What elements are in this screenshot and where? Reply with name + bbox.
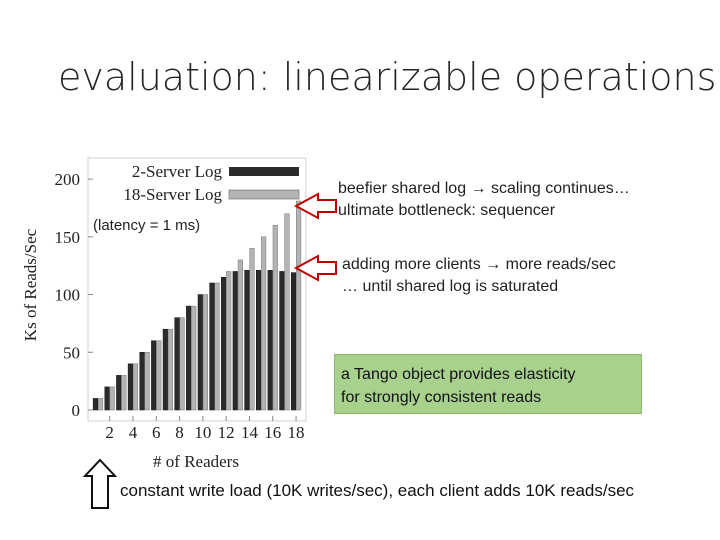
- bar-2server-log: [279, 271, 285, 411]
- y-tick-label: 0: [72, 401, 81, 420]
- bar-2server-log: [197, 294, 203, 411]
- bar-2server-log: [244, 270, 250, 411]
- x-tick-label: 2: [105, 423, 114, 442]
- red-arrow-lower: [293, 254, 337, 282]
- bar-18server-log: [272, 225, 278, 411]
- bar-2server-log: [267, 270, 273, 411]
- x-axis-ticks: 2 4 6 8 10 12 14 16 18: [105, 416, 305, 442]
- x-tick-label: 12: [218, 423, 235, 442]
- callout-more-clients: adding more clients → more reads/sec … u…: [342, 254, 616, 298]
- callout-more-clients-line1: adding more clients → more reads/sec: [342, 256, 616, 273]
- bar-18server-log: [191, 305, 197, 411]
- bar-2server-log: [209, 282, 215, 411]
- bar-18server-log: [179, 317, 185, 411]
- bar-2server-log: [116, 375, 122, 411]
- x-tick-label: 4: [129, 423, 138, 442]
- bar-2server-log: [162, 328, 168, 411]
- bar-2server-log: [127, 363, 133, 411]
- bar-2server-log: [151, 340, 157, 411]
- x-tick-label: 10: [194, 423, 211, 442]
- bar-18server-log: [202, 294, 208, 411]
- bar-18server-log: [109, 386, 115, 411]
- callout-shared-log-line1: beefier shared log → scaling continues…: [338, 180, 630, 197]
- bar-18server-log: [284, 213, 290, 411]
- page-title: evaluation: linearizable operations: [58, 55, 717, 99]
- bars-group: [92, 200, 302, 411]
- x-tick-label: 16: [264, 423, 281, 442]
- bar-18server-log: [261, 236, 267, 411]
- bar-18server-log: [249, 248, 255, 411]
- bar-18server-log: [144, 352, 150, 411]
- latency-annotation: (latency = 1 ms): [93, 217, 200, 234]
- elasticity-note-line2: for strongly consistent reads: [341, 389, 542, 406]
- x-tick-label: 6: [152, 423, 161, 442]
- bar-18server-log: [167, 328, 173, 411]
- callout-shared-log: beefier shared log → scaling continues… …: [338, 178, 630, 222]
- bar-18server-log: [237, 259, 243, 411]
- callout-more-clients-line2: … until shared log is saturated: [342, 278, 559, 295]
- bar-18server-log: [296, 200, 302, 411]
- y-tick-label: 150: [55, 228, 81, 247]
- write-load-note: constant write load (10K writes/sec), ea…: [120, 481, 635, 500]
- bar-18server-log: [214, 282, 220, 411]
- bar-18server-log: [132, 363, 139, 411]
- bar-2server-log: [92, 398, 99, 411]
- bar-18server-log: [226, 271, 232, 411]
- bar-2server-log: [186, 305, 192, 411]
- x-axis-label: # of Readers: [153, 452, 239, 471]
- red-arrow-upper: [293, 192, 337, 220]
- bar-2server-log: [221, 276, 227, 411]
- elasticity-note-box: a Tango object provides elasticity for s…: [334, 354, 642, 414]
- up-arrow: [82, 458, 118, 509]
- x-tick-label: 18: [288, 423, 305, 442]
- y-tick-label: 50: [63, 343, 80, 362]
- bar-2server-log: [139, 352, 145, 411]
- bar-18server-log: [156, 340, 162, 411]
- legend-swatch-18server: [228, 189, 300, 200]
- legend: 2-Server Log 18-Server Log: [123, 162, 300, 204]
- bar-2server-log: [104, 386, 110, 411]
- legend-label-18server: 18-Server Log: [123, 185, 222, 204]
- bar-18server-log: [121, 375, 127, 411]
- bar-2server-log: [290, 272, 297, 411]
- bar-2server-log: [256, 270, 262, 411]
- y-tick-label: 200: [55, 170, 81, 189]
- elasticity-note-line1: a Tango object provides elasticity: [341, 366, 576, 383]
- x-tick-label: 8: [175, 423, 184, 442]
- legend-swatch-2server: [229, 167, 299, 176]
- bar-2server-log: [232, 271, 238, 411]
- x-tick-label: 14: [241, 423, 259, 442]
- bar-18server-log: [98, 398, 104, 411]
- legend-label-2server: 2-Server Log: [132, 162, 223, 181]
- y-axis-label: Ks of Reads/Sec: [21, 228, 40, 341]
- callout-shared-log-line2: ultimate bottleneck: sequencer: [338, 202, 556, 219]
- y-axis-ticks: 0 50 100 150 200: [55, 170, 93, 420]
- y-tick-label: 100: [55, 286, 81, 305]
- bar-2server-log: [174, 317, 180, 411]
